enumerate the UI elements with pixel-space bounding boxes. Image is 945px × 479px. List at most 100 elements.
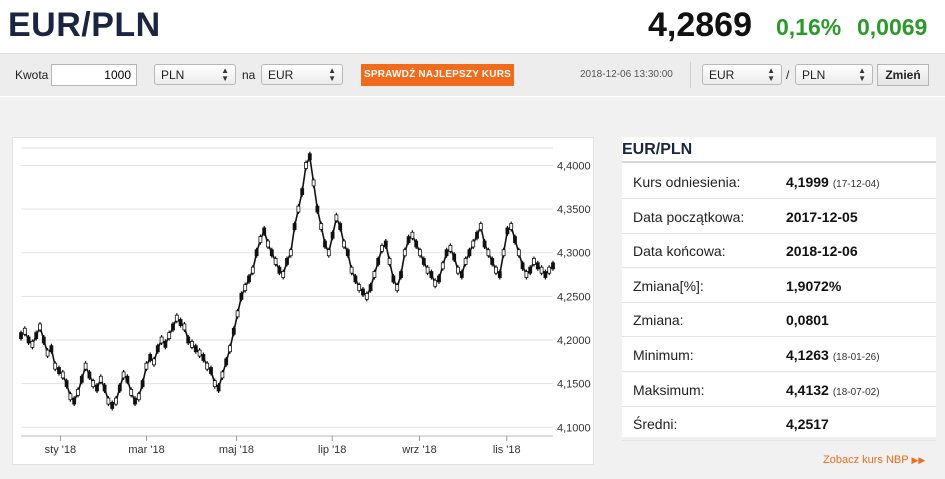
candle-body xyxy=(532,258,536,265)
rate-line xyxy=(20,155,554,407)
candle-body xyxy=(243,284,248,292)
from-currency-value: PLN xyxy=(161,68,185,82)
candle-body xyxy=(402,249,407,257)
quote-currency-value: PLN xyxy=(802,68,826,82)
candle-body xyxy=(129,388,134,396)
info-row: Data początkowa: 2017-12-05 xyxy=(622,200,936,234)
candle-body xyxy=(140,380,145,388)
info-row-value-text: 2017-12-05 xyxy=(786,208,858,225)
rate-chart[interactable]: 4,1000 4,1500 4,2000 4,2500 4,3000 4,3500 4,40… xyxy=(13,138,595,466)
from-currency-select[interactable]: PLN ▲ ▼ xyxy=(154,64,236,85)
candle-body xyxy=(178,319,183,326)
candle-body xyxy=(380,244,384,252)
select-arrows-icon: ▲ ▼ xyxy=(767,66,775,83)
candle-body xyxy=(364,292,369,300)
candle-body xyxy=(269,249,274,257)
candle-body xyxy=(171,323,175,331)
quote-currency-select[interactable]: PLN ▲ ▼ xyxy=(795,64,873,85)
info-row-value: 2017-12-05 xyxy=(786,209,858,225)
info-row: Maksimum: 4,4132 (18-07-02) xyxy=(622,373,936,407)
candle-body xyxy=(155,345,160,353)
candle-body xyxy=(319,223,324,230)
info-row-label: Kurs odniesienia: xyxy=(633,174,741,190)
candle-body xyxy=(224,358,229,366)
change-pair-button[interactable]: Zmień xyxy=(877,64,929,86)
candle-body xyxy=(345,249,350,257)
candle-body xyxy=(418,249,422,257)
candle-body xyxy=(475,231,479,239)
candle-body xyxy=(539,266,544,274)
candle-body xyxy=(231,327,236,335)
candle-body xyxy=(494,266,498,274)
y-tick-label: 4,3000 xyxy=(557,248,591,260)
candle-body xyxy=(273,258,278,265)
candle-body xyxy=(516,249,521,257)
nbp-link-label: Zobacz kurs NBP xyxy=(823,454,909,466)
x-tick-label: wrz '18 xyxy=(401,444,437,456)
select-arrows-icon: ▲ ▼ xyxy=(328,66,336,83)
candle-body xyxy=(528,266,533,274)
candle-body xyxy=(220,371,225,379)
base-currency-select[interactable]: EUR ▲ ▼ xyxy=(702,64,782,85)
info-row-label: Data końcowa: xyxy=(633,243,726,260)
candle-body xyxy=(250,266,255,274)
pair-title: EUR/PLN xyxy=(8,6,161,44)
candle-body xyxy=(338,223,343,230)
info-row-date: (17-12-04) xyxy=(832,179,880,190)
candle-body xyxy=(300,188,305,196)
current-rate: 4,2869 xyxy=(648,6,752,44)
y-tick-label: 4,4000 xyxy=(557,160,591,172)
candle-body xyxy=(444,249,449,257)
candle-body xyxy=(463,258,468,265)
select-arrows-icon: ▲ ▼ xyxy=(858,66,866,83)
candle-body xyxy=(152,358,156,366)
candle-body xyxy=(22,327,27,335)
candle-body xyxy=(311,179,316,187)
candle-body xyxy=(38,323,42,331)
candle-body xyxy=(83,362,88,370)
info-row-value: 1,9072% xyxy=(786,278,841,294)
candle-body xyxy=(266,240,270,248)
x-tick-label: sty '18 xyxy=(45,444,76,456)
candle-body xyxy=(114,397,118,405)
candle-body xyxy=(216,384,221,392)
info-row: Średni: 4,2517 xyxy=(622,407,936,442)
to-currency-select[interactable]: EUR ▲ ▼ xyxy=(261,64,343,85)
candle-body xyxy=(342,240,346,248)
converter-toolbar: Kwota PLN ▲▼ na EUR ▲▼ SPRAWDŹ NAJLEPSZY… xyxy=(0,53,945,96)
amount-input[interactable] xyxy=(51,64,137,86)
y-tick-label: 4,2500 xyxy=(557,291,591,303)
candle-body xyxy=(547,266,552,274)
x-tick-label: lip '18 xyxy=(318,444,346,456)
candle-body xyxy=(41,336,46,344)
candle-body xyxy=(482,240,487,248)
candle-body xyxy=(524,271,529,278)
candle-body xyxy=(505,227,510,235)
y-tick-label: 4,2000 xyxy=(557,335,591,347)
info-panel: EUR/PLN Kurs odniesienia: 4,1999 (17-12-04… xyxy=(622,137,936,442)
info-row: Data końcowa: 2018-12-06 xyxy=(622,234,936,269)
candle-body xyxy=(91,380,96,388)
nbp-rate-link[interactable]: Zobacz kurs NBP ▶▶ xyxy=(823,454,925,466)
candle-body xyxy=(304,162,308,169)
to-label: na xyxy=(242,68,256,82)
candle-body xyxy=(520,262,525,270)
candle-body xyxy=(376,258,381,265)
check-best-rate-button[interactable]: SPRAWDŹ NAJLEPSZY KURS xyxy=(361,64,514,86)
candle-body xyxy=(258,236,263,244)
candle-body xyxy=(174,314,179,322)
candle-body xyxy=(239,292,244,300)
info-row-value-text: 4,2517 xyxy=(786,416,829,433)
candle-body xyxy=(190,340,194,348)
candle-body xyxy=(186,336,191,344)
candle-body xyxy=(72,397,77,405)
info-row-value: 4,4132 (18-07-02) xyxy=(786,382,880,398)
candle-body xyxy=(471,240,476,248)
candle-body xyxy=(64,380,69,388)
candle-body xyxy=(87,371,92,379)
info-row: Kurs odniesienia: 4,1999 (17-12-04) xyxy=(622,165,936,199)
info-row-date: (18-01-26) xyxy=(832,352,880,363)
candle-body xyxy=(159,336,164,344)
candle-body xyxy=(125,375,130,383)
amount-label: Kwota xyxy=(15,68,49,82)
